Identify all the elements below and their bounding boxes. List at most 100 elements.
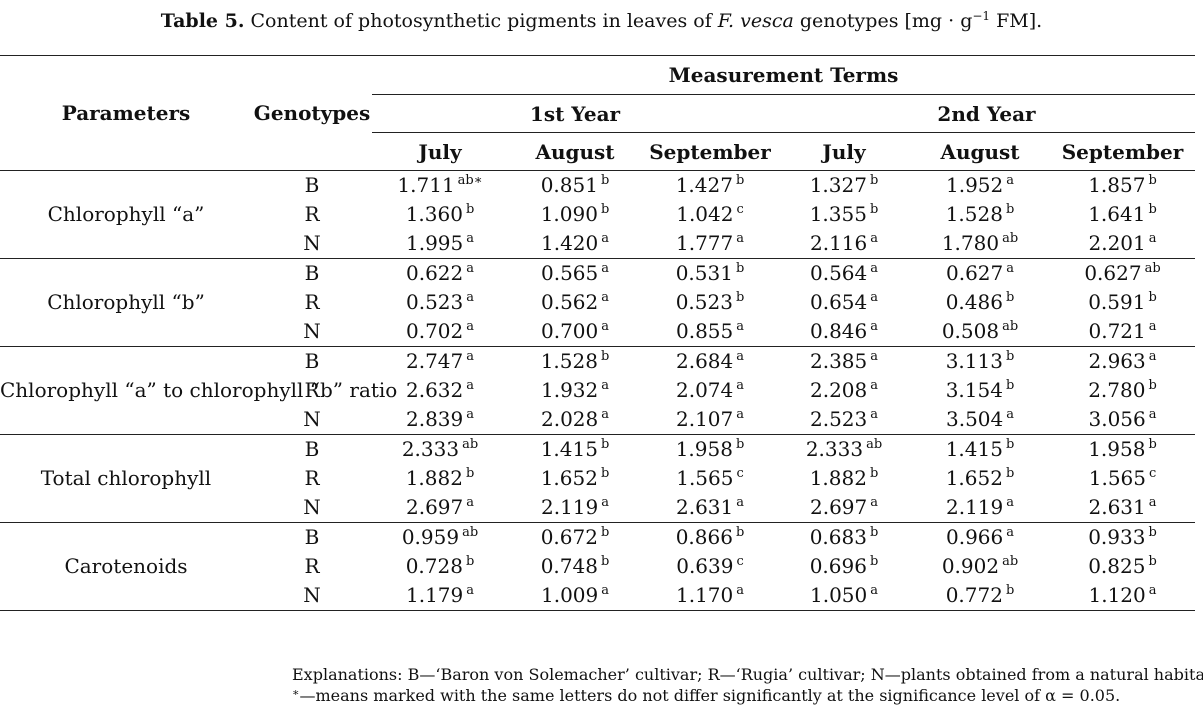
table-header: Parameters Genotypes Measurement Terms 1…: [0, 55, 1196, 171]
parameter-name: Chlorophyll “a” to chlorophyll “b” ratio: [0, 346, 397, 435]
significance-letter: a: [1006, 261, 1015, 276]
significance-letter: a: [736, 349, 745, 364]
pigment-value: 3.113: [945, 349, 1003, 373]
pigment-value: 1.360: [405, 202, 463, 226]
pigment-value: 0.772: [945, 583, 1003, 607]
significance-letter: a: [736, 231, 745, 246]
value-cell: 1.711 ab∗: [372, 171, 508, 201]
value-cell: 2.201 a: [1050, 229, 1196, 259]
pigment-value: 0.959: [401, 525, 460, 549]
significance-letter: b: [465, 466, 475, 481]
pigment-value: 2.107: [675, 407, 734, 431]
significance-letter: ab: [1002, 231, 1019, 246]
pigment-value: 0.627: [945, 261, 1004, 285]
significance-letter: a: [601, 231, 610, 246]
significance-letter: b: [869, 173, 879, 188]
significance-letter: a: [1006, 495, 1015, 510]
value-cell: 2.333 ab: [778, 435, 910, 465]
significance-letter: ab: [1002, 554, 1019, 569]
table-row: Carotenoids B 0.959 ab 0.672 b 0.866 b 0.683 b 0.9…: [0, 522, 1195, 611]
header-month: July: [372, 132, 508, 171]
pigment-value: 0.855: [675, 319, 734, 343]
pigment-value: 0.966: [945, 525, 1004, 549]
significance-letter: a: [466, 290, 475, 305]
pigment-value: 0.728: [405, 554, 463, 578]
significance-letter: a: [466, 495, 475, 510]
pigment-value: 1.565: [1088, 466, 1146, 490]
header-year-1: 1st Year: [372, 94, 778, 133]
value-cell: 0.627 a: [910, 259, 1050, 289]
significance-letter: ab: [866, 437, 883, 452]
significance-letter: b: [1148, 437, 1157, 452]
pigment-value: 3.154: [945, 378, 1003, 402]
value-cell: 3.056 a: [1050, 405, 1196, 435]
significance-letter: a: [601, 290, 610, 305]
value-cell: 2.119 a: [910, 493, 1050, 523]
significance-letter: b: [1148, 173, 1157, 188]
value-cell: 0.851 b: [508, 171, 642, 201]
value-cell: 0.531 b: [642, 259, 778, 289]
pigment-value: 0.825: [1088, 554, 1146, 578]
genotype-code: B: [304, 525, 320, 549]
pigment-value: 1.327: [809, 173, 867, 197]
significance-letter: b: [735, 173, 745, 188]
value-cell: 1.170 a: [642, 581, 778, 611]
table-row: R 1.360 b 1.090 b 1.042 c 1.355 b 1.528 b 1.641 b: [0, 200, 1195, 229]
significance-letter: a: [1148, 319, 1157, 334]
significance-letter: a: [870, 319, 879, 334]
value-cell: 0.564 a: [778, 259, 910, 289]
value-cell: 1.355 b: [778, 200, 910, 229]
table-caption-text-after: genotypes [mg · g: [793, 10, 973, 32]
genotype-code: N: [252, 405, 372, 435]
significance-letter: b: [1005, 466, 1015, 481]
value-cell: 0.866 b: [642, 523, 778, 553]
value-cell: 1.565 c: [1050, 464, 1195, 493]
footnote-significance: ∗—means marked with the same letters do …: [292, 685, 1203, 706]
value-cell: 0.508 ab: [910, 317, 1050, 347]
significance-letter: b: [1005, 290, 1015, 305]
pigment-value: 1.528: [945, 202, 1003, 226]
species-name: F. vesca: [717, 10, 794, 32]
value-cell: 2.697 a: [372, 493, 508, 523]
genotype-code: B: [304, 173, 320, 197]
significance-letter: a: [870, 583, 879, 598]
value-cell: 1.327 b: [778, 171, 910, 201]
pigment-value: 0.531: [675, 261, 733, 285]
significance-letter: b: [1148, 554, 1157, 569]
pigment-value: 1.009: [540, 583, 599, 607]
pigment-value: 1.952: [945, 173, 1004, 197]
pigment-value: 2.697: [405, 495, 464, 519]
unit-exponent: −1: [972, 9, 991, 23]
pigment-value: 1.050: [809, 583, 868, 607]
value-cell: 1.652 b: [508, 464, 642, 493]
value-cell: 2.631 a: [1050, 493, 1196, 523]
pigment-value: 2.119: [540, 495, 599, 519]
pigment-value: 2.747: [405, 349, 464, 373]
significance-letter: a: [736, 319, 745, 334]
pigment-value: 1.958: [675, 437, 733, 461]
significance-letter: a: [736, 583, 745, 598]
pigment-value: 1.120: [1088, 583, 1146, 607]
significance-letter: b: [1148, 525, 1157, 540]
value-cell: 1.995 a: [372, 229, 508, 259]
pigment-value: 0.565: [540, 261, 599, 285]
table-caption-unit-end: FM].: [990, 10, 1043, 32]
significance-letter: a: [601, 378, 610, 393]
pigment-value: 2.116: [809, 231, 868, 255]
pigment-value: 2.119: [945, 495, 1004, 519]
value-cell: 0.702 a: [372, 317, 508, 347]
significance-letter: c: [1149, 466, 1157, 481]
pigment-value: 0.627: [1084, 261, 1142, 285]
value-cell: 1.050 a: [778, 581, 910, 611]
header-measurement-terms: Measurement Terms: [372, 55, 1196, 95]
significance-letter: b: [600, 466, 610, 481]
significance-letter: b: [1148, 378, 1157, 393]
genotype-code: B: [304, 261, 320, 285]
table-row: Chlorophyll “b” B 0.622 a 0.565 a 0.531 b 0.564 a…: [0, 258, 1195, 347]
significance-letter: ab: [462, 525, 479, 540]
significance-letter: a: [466, 231, 475, 246]
significance-letter: b: [1148, 202, 1157, 217]
significance-letter: b: [869, 466, 879, 481]
significance-letter: a: [1006, 407, 1015, 422]
genotype-code: R: [304, 554, 320, 578]
